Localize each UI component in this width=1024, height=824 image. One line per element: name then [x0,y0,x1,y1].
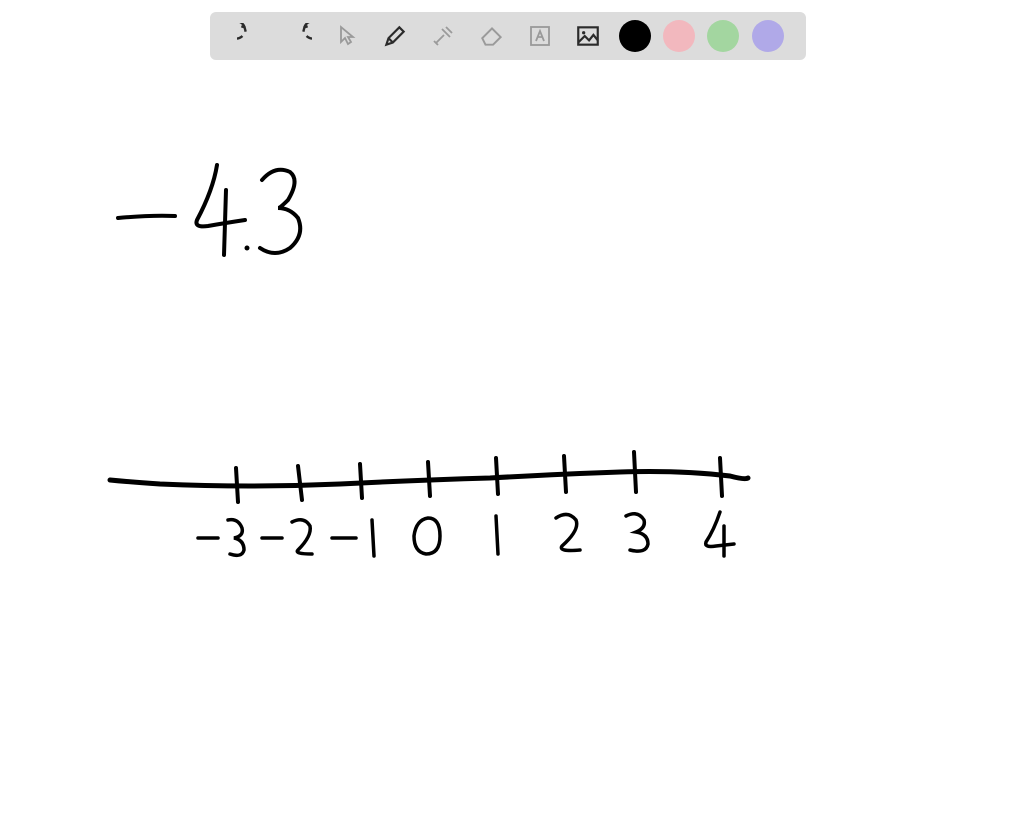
tick-label-neg2 [262,520,312,554]
handwriting-layer [0,60,1024,824]
expression-three [260,170,300,253]
tools-icon [431,24,455,48]
tick-label-four [706,512,734,556]
eraser-icon [479,23,505,49]
tools-button[interactable] [425,18,461,54]
tick-label-three [626,514,648,551]
color-pink[interactable] [663,20,695,52]
image-icon [575,23,601,49]
tick-label-one [496,516,498,554]
undo-icon [237,23,263,49]
color-green[interactable] [707,20,739,52]
color-purple[interactable] [752,20,784,52]
redo-button[interactable] [281,18,317,54]
expression-minus [118,216,175,218]
pointer-button[interactable] [329,18,365,54]
expression-dot [245,246,250,251]
tick-label-zero [414,518,440,554]
text-icon [528,24,552,48]
eraser-button[interactable] [474,18,510,54]
expression-four [196,165,245,255]
color-black[interactable] [619,20,651,52]
tick-label-two [556,514,580,550]
drawing-canvas[interactable] [0,60,1024,824]
undo-button[interactable] [232,18,268,54]
pencil-button[interactable] [377,18,413,54]
text-button[interactable] [522,18,558,54]
image-button[interactable] [570,18,606,54]
redo-icon [286,23,312,49]
tick-label-neg3 [198,520,244,556]
pointer-icon [335,24,359,48]
tick-label-neg1 [332,520,374,556]
drawing-toolbar [210,12,806,60]
pencil-icon [382,23,408,49]
